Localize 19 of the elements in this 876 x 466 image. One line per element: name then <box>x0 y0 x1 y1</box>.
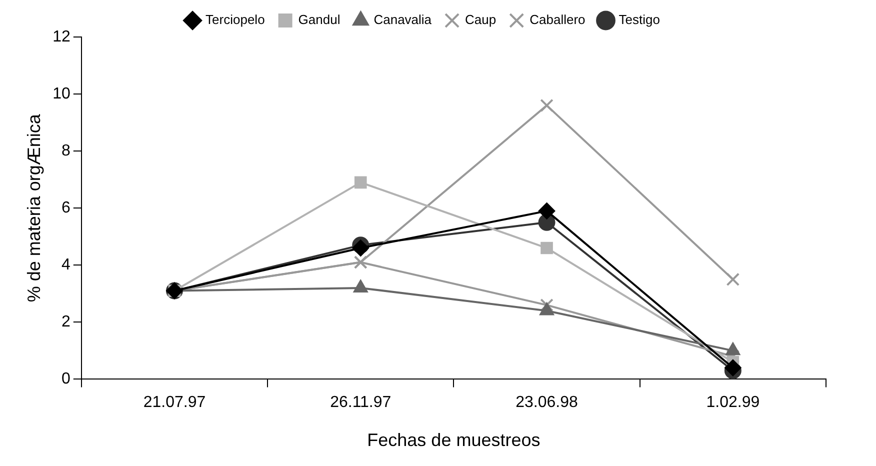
y-tick-label: 4 <box>61 256 70 274</box>
y-tick-label: 2 <box>61 314 70 331</box>
y-tick-label: 12 <box>52 28 70 46</box>
y-axis-title: % de materia orgÆnica <box>24 113 44 302</box>
legend-label: Gandul <box>298 12 340 28</box>
x-tick-label: 23.06.98 <box>516 394 578 412</box>
legend-label: Terciopelo <box>206 12 265 28</box>
x-tick-label: 1.02.99 <box>706 394 760 412</box>
x-axis-title: Fechas de muestreos <box>367 430 540 450</box>
y-tick-label: 8 <box>61 142 70 160</box>
legend-label: Testigo <box>618 12 660 28</box>
x-tick-label: 26.11.97 <box>330 394 392 412</box>
legend-label: Caballero <box>530 12 586 28</box>
y-tick-label: 10 <box>52 85 70 102</box>
legend-label: Canavalia <box>374 12 432 28</box>
x-tick-label: 21.07.97 <box>143 394 206 412</box>
y-tick-label: 6 <box>61 200 70 217</box>
legend-label: Caup <box>465 12 496 28</box>
y-tick-label: 0 <box>61 370 70 388</box>
